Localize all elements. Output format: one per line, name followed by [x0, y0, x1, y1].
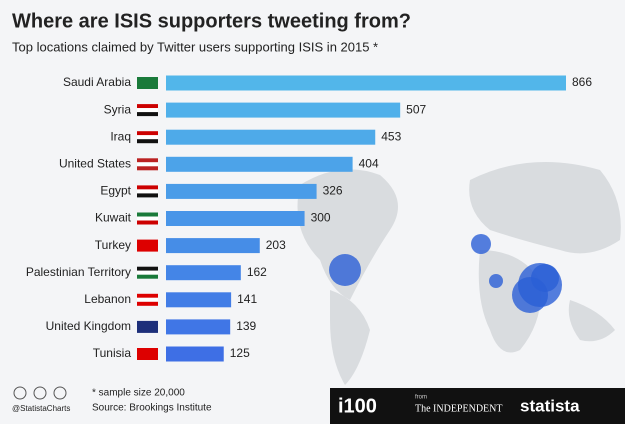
flag — [137, 293, 158, 298]
flag — [137, 185, 158, 190]
flag — [137, 158, 158, 163]
value-label: 326 — [323, 184, 343, 198]
bar — [166, 265, 241, 281]
value-label: 404 — [359, 156, 379, 170]
category-label: Palestinian Territory — [26, 265, 131, 279]
flag — [137, 348, 158, 360]
category-label: Lebanon — [84, 292, 131, 306]
from: from — [415, 395, 427, 401]
category-label: Syria — [104, 102, 132, 116]
flag — [137, 162, 158, 167]
flag — [137, 266, 158, 271]
category-label: Saudi Arabia — [63, 75, 131, 89]
value-label: 203 — [266, 238, 286, 252]
category-label: United States — [59, 156, 131, 170]
flag — [137, 216, 158, 221]
flag — [137, 320, 158, 333]
handle: @StatistaCharts — [12, 404, 70, 413]
flag — [137, 239, 158, 252]
category-label: United Kingdom — [46, 319, 131, 333]
bar — [166, 238, 260, 254]
bar — [166, 156, 353, 172]
source: Source: Brookings Institute — [92, 403, 212, 414]
cc-icons — [13, 386, 67, 400]
bar — [166, 346, 224, 362]
flag — [137, 139, 158, 144]
chart-title: Where are ISIS supporters tweeting from? — [12, 10, 411, 32]
category-label: Iraq — [110, 129, 131, 143]
flag — [137, 108, 158, 113]
flag — [137, 77, 158, 89]
bar — [166, 102, 401, 118]
value-label: 300 — [311, 211, 331, 225]
chart-subtitle: Top locations claimed by Twitter users s… — [12, 39, 378, 54]
category-label: Turkey — [95, 238, 131, 252]
bar — [166, 129, 376, 145]
value-label: 866 — [572, 75, 592, 89]
bar — [166, 183, 317, 199]
value-label: 453 — [381, 129, 401, 143]
category-label: Tunisia — [93, 346, 132, 360]
world-map — [297, 162, 621, 385]
category-label: Egypt — [100, 184, 131, 198]
flag — [137, 131, 158, 136]
category-label: Kuwait — [95, 211, 132, 225]
value-label: 139 — [236, 319, 256, 333]
footer-band — [330, 388, 625, 424]
flag — [137, 135, 158, 140]
brand: i100 — [338, 395, 377, 417]
bar — [166, 292, 232, 308]
bar — [166, 75, 566, 91]
flag — [137, 112, 158, 117]
value-label: 141 — [237, 292, 257, 306]
flag — [137, 220, 158, 225]
flag — [137, 166, 158, 171]
bar — [166, 211, 305, 226]
bar — [166, 319, 231, 335]
flag — [137, 193, 158, 198]
value-label: 125 — [230, 346, 250, 360]
flag — [137, 189, 158, 194]
flag — [137, 212, 158, 217]
flag — [137, 274, 158, 279]
note: * sample size 20,000 — [92, 388, 185, 399]
statista: statista — [520, 396, 580, 415]
publisher: The INDEPENDENT — [415, 403, 502, 414]
value-label: 507 — [406, 102, 426, 116]
flag — [137, 301, 158, 306]
flag — [137, 297, 158, 302]
value-label: 162 — [247, 265, 267, 279]
flag — [137, 104, 158, 109]
map-bubbles — [329, 234, 562, 313]
flag — [137, 270, 158, 275]
